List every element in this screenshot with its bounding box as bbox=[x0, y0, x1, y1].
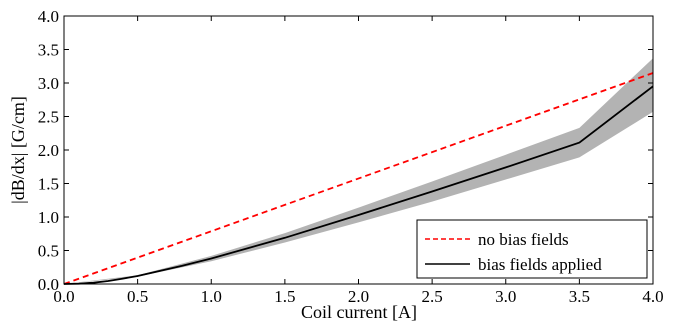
y-tick-label: 0.5 bbox=[38, 242, 59, 261]
legend-box bbox=[416, 219, 648, 279]
x-tick-label: 0.5 bbox=[127, 287, 148, 306]
series-layer bbox=[63, 72, 654, 285]
x-tick-label: 1.5 bbox=[274, 287, 295, 306]
legend: no bias fields bias fields applied bbox=[416, 219, 648, 279]
legend-label-no-bias-fields: no bias fields bbox=[478, 230, 569, 249]
x-tick-label: 1.0 bbox=[201, 287, 222, 306]
tick-layer: 0.0 0.5 1.0 1.5 2.0 2.5 3.0 3.5 4.0 0.0 0.5 1.0 1.5 2… bbox=[38, 7, 664, 306]
y-tick-label: 0.0 bbox=[38, 275, 59, 294]
y-tick-label: 2.5 bbox=[38, 108, 59, 127]
legend-label-bias-fields-applied: bias fields applied bbox=[478, 255, 602, 274]
y-tick-label: 1.5 bbox=[38, 175, 59, 194]
series-line-bias-fields-applied bbox=[63, 85, 654, 285]
y-axis-title: |dB/dx| [G/cm] bbox=[8, 96, 28, 204]
y-tick-label: 3.0 bbox=[38, 74, 59, 93]
series-line-no-bias-fields bbox=[63, 72, 654, 285]
x-tick-label: 3.5 bbox=[569, 287, 590, 306]
x-tick-label: 3.0 bbox=[495, 287, 516, 306]
x-tick-label: 2.5 bbox=[422, 287, 443, 306]
y-tick-label: 2.0 bbox=[38, 141, 59, 160]
x-tick-label: 4.0 bbox=[642, 287, 663, 306]
x-axis-title: Coil current [A] bbox=[301, 302, 417, 322]
y-tick-label: 3.5 bbox=[38, 41, 59, 60]
x-tick-label: 0.0 bbox=[53, 287, 74, 306]
y-tick-label: 1.0 bbox=[38, 208, 59, 227]
x-tick-label: 2.0 bbox=[348, 287, 369, 306]
y-tick-label: 4.0 bbox=[38, 7, 59, 26]
